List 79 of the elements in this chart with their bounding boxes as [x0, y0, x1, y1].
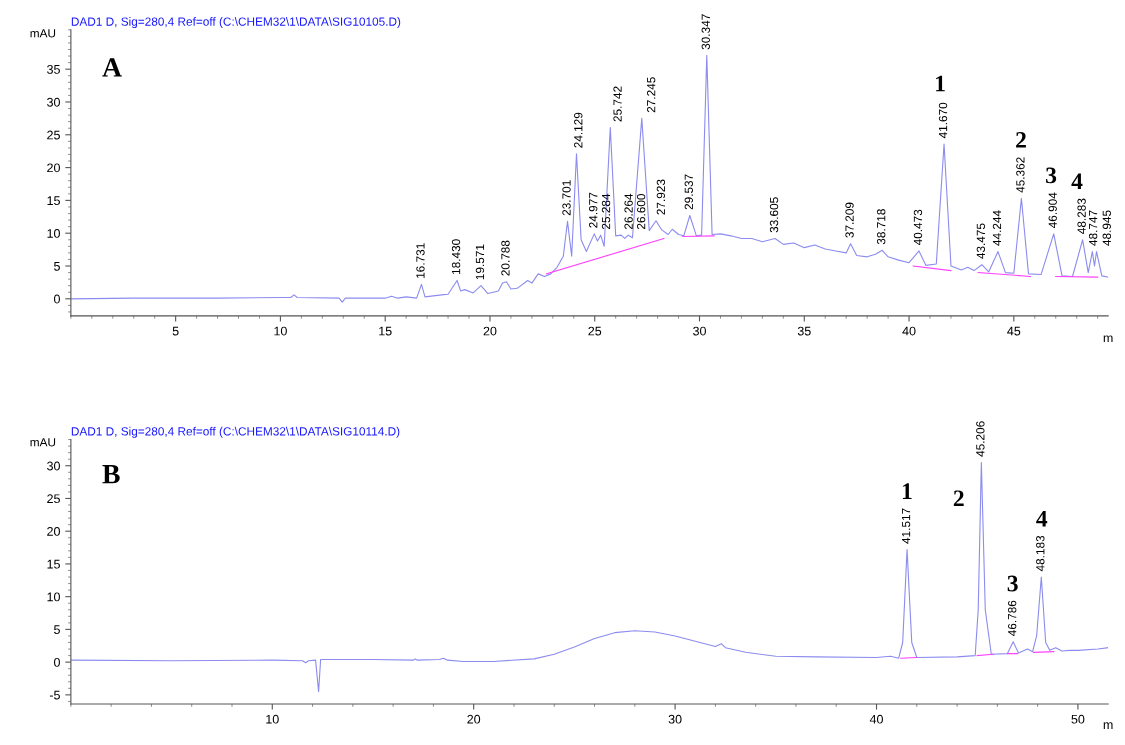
- y-tick-label: 15: [47, 559, 60, 569]
- annotation: 20.788: [501, 240, 510, 276]
- annotation: 41.517: [901, 508, 911, 544]
- annotation: 18.430: [451, 239, 461, 274]
- annotation: 43.475: [976, 223, 986, 259]
- annotation: 4: [1036, 510, 1048, 527]
- annotation: 24.129: [574, 112, 583, 148]
- annotation: 48.283: [1077, 198, 1086, 234]
- annotation: 38.718: [877, 209, 886, 245]
- x-tick-label: 10: [266, 714, 279, 724]
- annotation: 27.245: [646, 77, 656, 113]
- annotation: 45.206: [976, 421, 985, 457]
- y-tick-label: 20: [47, 527, 60, 536]
- x-tick-label: 40: [869, 714, 883, 724]
- y-tick-label: 30: [47, 461, 60, 471]
- x-tick-label: 5: [172, 326, 179, 336]
- y-tick-label: 10: [47, 229, 60, 238]
- annotation: 3: [1046, 167, 1057, 184]
- x-tick-label: 10: [274, 326, 287, 336]
- x-tick-label: 35: [797, 326, 811, 336]
- y-axis-title: mAU: [30, 29, 56, 38]
- y-tick-label: 5: [54, 625, 60, 635]
- annotation: A: [102, 58, 122, 77]
- annotation: 29.537: [684, 174, 693, 210]
- chart-title: DAD1 D, Sig=280,4 Ref=off (C:\CHEM32\1\DATA\SIG10114.D): [71, 426, 400, 438]
- annotation: 4: [1071, 173, 1083, 190]
- y-tick-label: 25: [47, 130, 60, 140]
- annotation: 48.183: [1036, 535, 1045, 572]
- annotation: 48.945: [1102, 210, 1111, 246]
- y-tick-label: 30: [47, 97, 60, 107]
- annotation: 2: [1016, 131, 1026, 148]
- annotation: 27.923: [656, 179, 666, 215]
- y-tick-label: 15: [47, 196, 60, 206]
- y-tick-label: 25: [47, 494, 60, 504]
- annotation: 2: [953, 490, 964, 507]
- x-tick-label: 15: [379, 326, 392, 336]
- y-tick-label: -5: [49, 690, 60, 700]
- annotation: 30.347: [701, 14, 710, 50]
- y-tick-label: 35: [47, 64, 60, 74]
- annotation: 40.473: [913, 209, 923, 246]
- x-tick-label: 45: [1007, 326, 1021, 336]
- annotation: 1: [936, 75, 945, 92]
- x-tick-label: 20: [483, 326, 497, 336]
- annotation: 24.977: [589, 192, 598, 228]
- x-axis-title: m: [1103, 335, 1113, 343]
- annotation: 45.362: [1016, 157, 1025, 193]
- annotation: 26.600: [636, 193, 646, 230]
- annotation: 25.742: [613, 86, 622, 122]
- annotation: B: [102, 465, 120, 484]
- annotation: 26.264: [624, 193, 633, 230]
- annotation: 25.284: [601, 193, 611, 230]
- annotation: 44.244: [992, 210, 1002, 246]
- x-tick-label: 20: [467, 714, 481, 724]
- annotation: 48.747: [1088, 210, 1098, 246]
- annotation: 33.605: [769, 197, 779, 233]
- line-series: [70, 54, 1109, 303]
- x-tick-label: 30: [668, 714, 682, 724]
- y-tick-label: 10: [47, 592, 60, 602]
- x-tick-label: 40: [902, 326, 916, 336]
- y-tick-label: 5: [54, 261, 60, 271]
- y-tick-label: 0: [54, 294, 60, 304]
- annotation: 41.670: [938, 102, 948, 139]
- y-axis-title: mAU: [30, 438, 56, 447]
- annotation: 19.571: [475, 244, 485, 280]
- annotation: 1: [902, 483, 912, 499]
- x-tick-label: 30: [693, 326, 706, 336]
- annotation: 46.904: [1048, 192, 1057, 229]
- annotation: 16.731: [416, 243, 425, 278]
- annotation: 37.209: [845, 202, 854, 238]
- chart-title: DAD1 D, Sig=280,4 Ref=off (C:\CHEM32\1\DATA\SIG10105.D): [71, 17, 401, 29]
- y-tick-label: 20: [47, 163, 60, 173]
- annotation: 46.786: [1007, 600, 1017, 637]
- x-tick-label: 50: [1071, 714, 1085, 724]
- y-tick-label: 0: [54, 657, 60, 667]
- annotation: 23.701: [562, 180, 571, 216]
- x-tick-label: 25: [588, 326, 602, 336]
- annotation: 3: [1007, 575, 1018, 592]
- line-series: [70, 461, 1109, 693]
- x-axis-title: m: [1103, 722, 1113, 729]
